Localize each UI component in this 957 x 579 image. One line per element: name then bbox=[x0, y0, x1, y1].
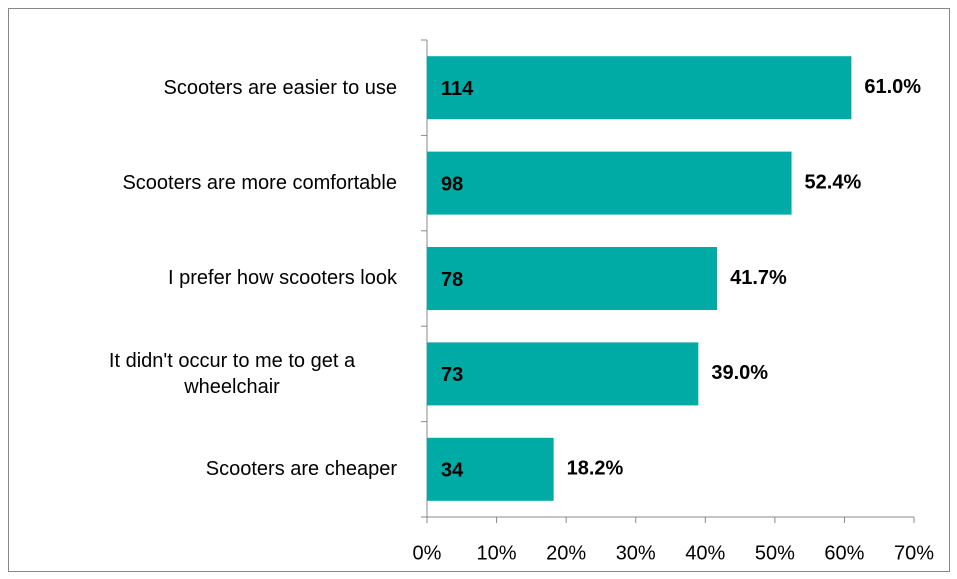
category-label: It didn't occur to me to get a wheelchai… bbox=[108, 349, 356, 398]
x-tick-label: 10% bbox=[477, 542, 517, 564]
value-label: 61.0% bbox=[864, 76, 921, 98]
bar bbox=[427, 437, 554, 501]
value-label: 52.4% bbox=[805, 171, 862, 193]
category-label: Scooters are cheaper bbox=[205, 458, 397, 481]
count-label: 34 bbox=[441, 460, 464, 482]
bar bbox=[427, 247, 718, 310]
category-label-box: It didn't occur to me to get a wheelchai… bbox=[67, 326, 397, 421]
value-label: 18.2% bbox=[567, 458, 624, 480]
x-tick-label: 30% bbox=[616, 542, 656, 564]
bar bbox=[427, 151, 792, 215]
count-label: 114 bbox=[441, 78, 474, 100]
x-tick-label: 0% bbox=[413, 542, 442, 564]
x-tick-label: 70% bbox=[894, 542, 934, 564]
x-tick-label: 40% bbox=[685, 542, 725, 564]
x-tick-label: 60% bbox=[824, 542, 864, 564]
value-label: 41.7% bbox=[730, 267, 787, 289]
category-label-box: Scooters are more comfortable bbox=[67, 135, 397, 230]
category-label: Scooters are more comfortable bbox=[122, 172, 397, 195]
bar bbox=[427, 342, 699, 406]
bar bbox=[427, 56, 852, 120]
count-label: 73 bbox=[441, 364, 463, 386]
count-label: 78 bbox=[441, 269, 463, 291]
x-tick-label: 20% bbox=[546, 542, 586, 564]
category-label: I prefer how scooters look bbox=[168, 267, 397, 290]
count-label: 98 bbox=[441, 173, 463, 195]
category-label-box: I prefer how scooters look bbox=[67, 231, 397, 326]
category-label-box: Scooters are cheaper bbox=[67, 422, 397, 517]
x-tick-label: 50% bbox=[755, 542, 795, 564]
value-label: 39.0% bbox=[711, 362, 768, 384]
category-label-box: Scooters are easier to use bbox=[67, 40, 397, 135]
category-label: Scooters are easier to use bbox=[163, 76, 397, 99]
